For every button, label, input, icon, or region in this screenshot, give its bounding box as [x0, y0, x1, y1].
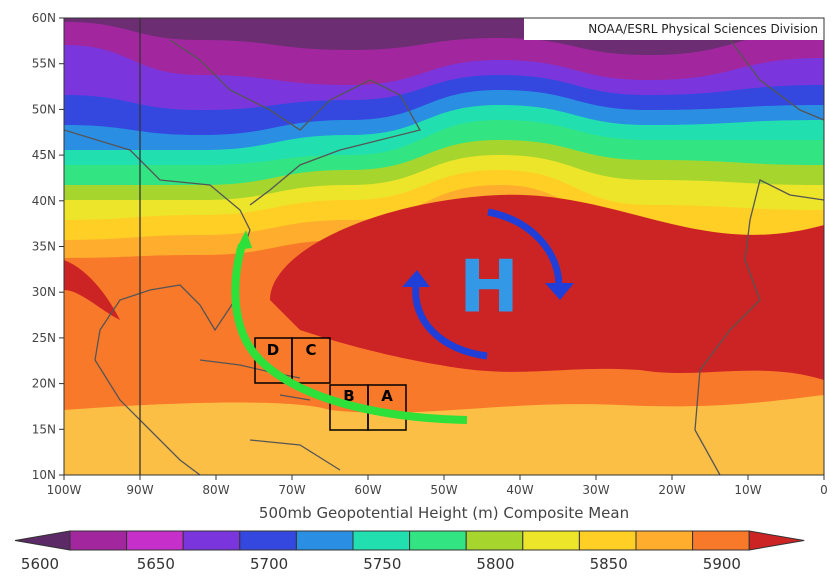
- colorbar-label: 5750: [363, 555, 401, 573]
- high-label: H: [459, 245, 519, 329]
- colorbar-label: 5900: [703, 555, 741, 573]
- x-tick-label: 10W: [734, 483, 761, 497]
- colorbar-label: 5600: [21, 555, 59, 573]
- axis-title: 500mb Geopotential Height (m) Composite …: [259, 504, 629, 522]
- colorbar-swatch: [465, 530, 524, 551]
- region-box: [291, 337, 331, 384]
- y-tick-label: 40N: [32, 194, 56, 208]
- circulation-arrow: [412, 284, 488, 360]
- y-tick-label: 50N: [32, 102, 56, 116]
- x-tick-label: 20W: [658, 483, 685, 497]
- colorbar-label: 5800: [476, 555, 514, 573]
- credit-box: [524, 18, 824, 40]
- colorbar-swatch: [69, 530, 128, 551]
- x-tick-label: 70W: [278, 483, 305, 497]
- track-arrow: [231, 243, 468, 424]
- y-tick-label: 45N: [32, 148, 56, 162]
- colorbar-swatch: [635, 530, 694, 551]
- y-tick-label: 35N: [32, 240, 56, 254]
- coastline: [169, 39, 421, 206]
- y-tick-label: 20N: [32, 377, 56, 391]
- x-tick-label: 80W: [202, 483, 229, 497]
- box-label: A: [381, 387, 393, 405]
- y-tick-label: 60N: [32, 11, 56, 25]
- coastline: [64, 129, 251, 475]
- x-tick-label: 90W: [126, 483, 153, 497]
- coastline: [729, 39, 824, 121]
- colorbar-swatch: [295, 530, 354, 551]
- y-tick-label: 55N: [32, 57, 56, 71]
- colorbar-label: 5850: [590, 555, 628, 573]
- x-tick-label: 30W: [582, 483, 609, 497]
- credit: NOAA/ESRL Physical Sciences Division: [588, 22, 818, 36]
- height-bands: [64, 18, 824, 475]
- band: [270, 194, 824, 380]
- colorbar-swatch: [578, 530, 637, 551]
- x-tick-label: 60W: [354, 483, 381, 497]
- axes: 100W 90W 80W 70W 60W 50W 40W 30W 20W 10W 0 10N 15N 20…: [32, 11, 828, 497]
- box-label: B: [343, 387, 354, 405]
- colorbar-label: 5700: [250, 555, 288, 573]
- colorbar-swatch: [352, 530, 411, 551]
- y-tick-label: 15N: [32, 422, 56, 436]
- colorbar-label: 5650: [137, 555, 175, 573]
- colorbar-swatch: [522, 530, 580, 551]
- arrow-head: [236, 230, 252, 250]
- arrow-head: [402, 270, 430, 287]
- colorbar: 5600 5650 5700 5750 5800 5850 5900: [14, 530, 805, 573]
- colorbar-swatch: [692, 530, 750, 551]
- colorbar-swatch: [409, 530, 467, 551]
- arrow-head: [545, 283, 574, 300]
- x-tick-label: 100W: [47, 483, 82, 497]
- circulation-arrow: [487, 208, 563, 286]
- band: [64, 260, 120, 320]
- y-tick-label: 25N: [32, 331, 56, 345]
- colorbar-swatch: [182, 530, 241, 551]
- colorbar-swatch: [239, 530, 297, 551]
- x-tick-label: 40W: [506, 483, 533, 497]
- y-tick-label: 30N: [32, 285, 56, 299]
- x-tick-label: 50W: [430, 483, 457, 497]
- band: [64, 395, 824, 475]
- x-tick-label: 0: [820, 483, 828, 497]
- box-label: D: [267, 341, 279, 359]
- colorbar-end: [14, 530, 71, 551]
- coastline: [694, 179, 824, 475]
- y-tick-label: 10N: [32, 468, 56, 482]
- box-label: C: [305, 341, 316, 359]
- coastline: [249, 439, 341, 471]
- colorbar-end: [748, 530, 805, 551]
- colorbar-swatch: [126, 530, 184, 551]
